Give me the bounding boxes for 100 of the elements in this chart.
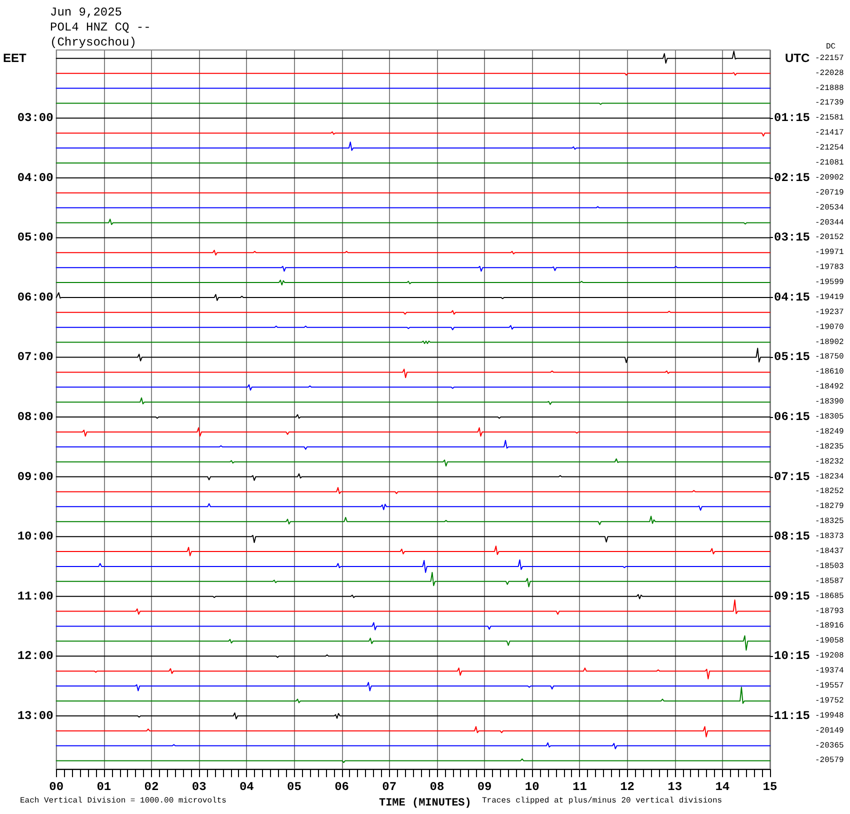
line-series — [56, 516, 770, 526]
text: -21581 — [815, 114, 844, 123]
y-tick-label: 09:00 — [17, 470, 54, 484]
x-tick-label: 03 — [192, 780, 206, 794]
x-axis-title: TIME (MINUTES) — [378, 798, 472, 810]
x-tick-label: 14 — [715, 780, 730, 794]
text: -19419 — [815, 292, 844, 302]
text: -18492 — [815, 382, 844, 392]
y2-tick-label: 01:15 — [774, 111, 810, 126]
line-series — [56, 142, 770, 151]
text: -18916 — [815, 622, 844, 631]
y2-tick-label: 02:15 — [774, 170, 810, 185]
x-tick-label: 07 — [382, 780, 397, 794]
text: -18610 — [815, 368, 844, 377]
text: -19752 — [815, 696, 844, 706]
x-tick-label: 08 — [430, 780, 444, 794]
x-tick-label: 11 — [572, 780, 587, 794]
text: -18249 — [815, 427, 844, 436]
text: -18587 — [815, 576, 844, 586]
y2-tick-label: 10:15 — [774, 649, 810, 664]
x-tick-label: 12 — [620, 780, 634, 794]
text: DC — [826, 42, 836, 52]
y-tick-label: 06:00 — [17, 290, 54, 304]
x-tick-label: 09 — [477, 780, 492, 794]
chart-title: Jun 9,2025 — [50, 6, 122, 20]
text: -19599 — [815, 278, 844, 288]
line-series — [56, 458, 770, 467]
text: -20344 — [815, 218, 844, 228]
text: Each Vertical Division = 1000.00 microvolts — [20, 796, 227, 806]
text: -21888 — [815, 84, 844, 93]
text: Traces clipped at plus/minus 20 vertical divisions — [482, 796, 722, 806]
text: -18390 — [815, 398, 844, 407]
y2-axis-title: UTC — [785, 51, 810, 65]
x-tick-label: 15 — [762, 780, 778, 794]
text: -18902 — [815, 338, 844, 347]
text: -19237 — [815, 308, 844, 317]
line-series — [56, 368, 770, 378]
text: -21417 — [815, 128, 844, 138]
text: -18232 — [815, 457, 844, 466]
x-tick-label: 10 — [524, 780, 540, 794]
text: -21739 — [815, 98, 844, 108]
y-tick-label: 03:00 — [17, 111, 54, 126]
y2-tick-label: 05:15 — [774, 350, 810, 364]
line-series — [56, 559, 770, 573]
text: -18235 — [815, 442, 844, 452]
y-axis-title: EET — [2, 51, 27, 65]
text: -21081 — [815, 158, 844, 168]
line-series — [56, 572, 770, 588]
line-series — [56, 726, 770, 738]
text: -19058 — [815, 636, 844, 646]
y2-tick-label: 09:15 — [774, 589, 810, 604]
y2-tick-label: 08:15 — [774, 530, 810, 544]
text: -20579 — [815, 756, 844, 766]
text: -20534 — [815, 203, 844, 212]
line-series — [56, 503, 770, 511]
y-tick-label: 07:00 — [17, 350, 54, 364]
y-tick-label: 05:00 — [17, 230, 54, 245]
text: -18279 — [815, 502, 844, 512]
y-tick-label: 12:00 — [17, 649, 54, 664]
y2-tick-label: 04:15 — [774, 290, 810, 304]
text: -19971 — [815, 248, 844, 258]
x-tick-label: 13 — [668, 780, 682, 794]
x-tick-label: 06 — [334, 780, 350, 794]
text: -18750 — [815, 352, 844, 362]
text: -19948 — [815, 711, 844, 720]
text: -18685 — [815, 592, 844, 601]
text: -21254 — [815, 144, 844, 153]
text: -19557 — [815, 682, 844, 691]
x-tick-label: 01 — [96, 780, 112, 794]
y2-tick-label: 11:15 — [774, 708, 810, 723]
y-tick-label: 11:00 — [17, 589, 54, 604]
text: -20902 — [815, 173, 844, 182]
y2-tick-label: 07:15 — [774, 470, 810, 484]
x-tick-label: 00 — [49, 780, 64, 794]
text: -22157 — [815, 54, 844, 63]
x-tick-label: 02 — [144, 780, 159, 794]
text: -22028 — [815, 68, 844, 78]
line-series — [56, 50, 770, 64]
y-tick-label: 10:00 — [17, 530, 54, 544]
text: -19208 — [815, 652, 844, 661]
text: -20152 — [815, 233, 844, 242]
text: -19070 — [815, 322, 844, 332]
text: -18305 — [815, 412, 844, 422]
chart-subtitle: POL4 HNZ CQ -- (Chrysochou) — [50, 20, 151, 50]
y2-tick-label: 06:15 — [774, 410, 810, 424]
y2-tick-label: 03:15 — [774, 230, 810, 245]
text: -18437 — [815, 547, 844, 556]
line-series — [56, 686, 770, 704]
text: -19374 — [815, 666, 844, 676]
text: -19783 — [815, 263, 844, 272]
line-series — [56, 682, 770, 692]
text: -18234 — [815, 472, 844, 482]
y-tick-label: 13:00 — [17, 708, 54, 723]
text: -20149 — [815, 726, 844, 736]
line-series — [56, 397, 770, 405]
text: -18373 — [815, 532, 844, 542]
text: -20719 — [815, 188, 844, 198]
y-tick-label: 04:00 — [17, 170, 54, 185]
x-tick-label: 05 — [287, 780, 302, 794]
text: -18325 — [815, 517, 844, 526]
